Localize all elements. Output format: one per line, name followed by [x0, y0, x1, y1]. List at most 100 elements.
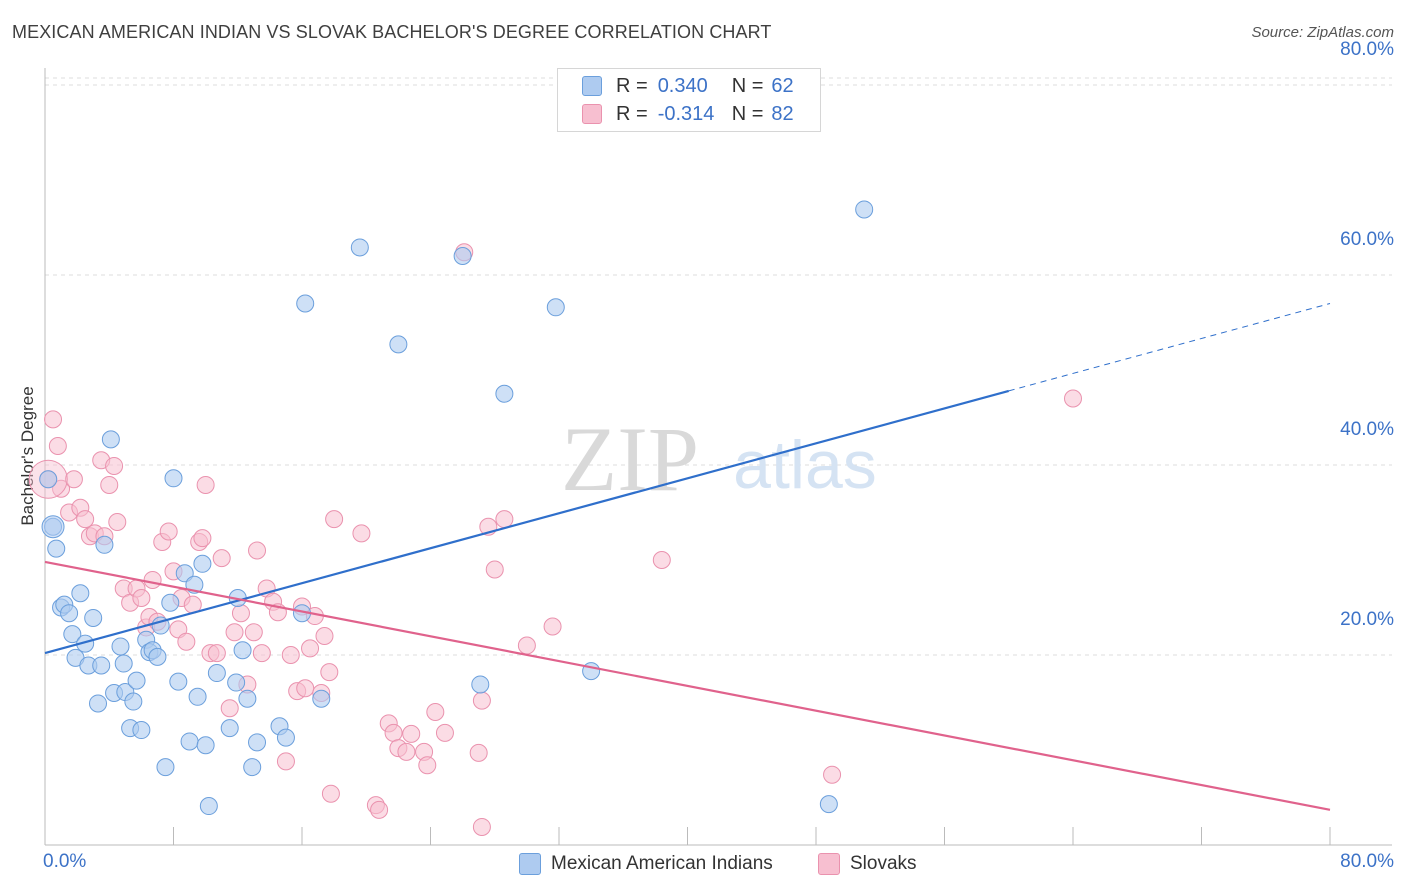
mexican-american-indians-point: [127, 671, 146, 690]
watermark-atlas: atlas: [733, 427, 877, 503]
slovaks-point: [652, 551, 671, 569]
mexican-american-indians-point: [193, 554, 212, 573]
legend-item-mexican-american-indians[interactable]: Mexican American Indians: [519, 851, 773, 877]
legend-label-slovaks: Slovaks: [850, 853, 917, 874]
slovaks-point: [252, 644, 271, 663]
legend-item-slovaks[interactable]: Slovaks: [818, 851, 917, 877]
correlation-legend: R = 0.340 N = 62 R = -0.314 N = 82: [557, 68, 821, 132]
grid-lines: [45, 77, 1392, 656]
slovaks-point: [105, 456, 124, 475]
slovaks-point: [402, 724, 421, 743]
mexican-american-indians-point-large: [41, 515, 65, 539]
mexican-american-indians-point: [161, 593, 180, 612]
mexican-american-indians-point: [164, 469, 183, 488]
slovaks-point: [320, 663, 339, 682]
mexican-american-indians-point: [180, 732, 199, 751]
y-tick-label: 60.0%: [1340, 229, 1394, 250]
mexican-american-indians-point: [60, 604, 79, 623]
slovaks-point: [159, 522, 178, 541]
mexican-american-indians-point: [199, 797, 218, 816]
mexican-american-indians-point: [248, 733, 267, 752]
slovaks-point: [76, 510, 95, 529]
legend-label-mexican-american-indians: Mexican American Indians: [551, 853, 773, 874]
mexican-american-indians-points: [39, 200, 874, 816]
blue-legend-swatch: [519, 853, 541, 875]
slovaks-point: [64, 470, 83, 489]
slovaks-point: [384, 723, 403, 742]
mexican-american-indians-point: [132, 721, 151, 740]
slovaks-point: [426, 703, 445, 721]
mexican-american-indians-point: [243, 758, 262, 777]
mexican-american-indians-point: [220, 719, 239, 738]
slovaks-point: [48, 437, 67, 455]
slovaks-point: [517, 636, 536, 655]
slovaks-point: [244, 623, 263, 642]
pink-n-label: N =: [731, 102, 764, 125]
mexican-american-indians-point: [148, 647, 167, 666]
blue-trend-line: [44, 389, 1010, 655]
legend-row-pink: R = -0.314 N = 82: [582, 101, 794, 127]
y-tick-label: 20.0%: [1340, 609, 1394, 630]
mexican-american-indians-point: [71, 584, 90, 603]
slovaks-point: [495, 510, 514, 529]
pink-r-value: -0.314: [657, 102, 715, 125]
chart-title: MEXICAN AMERICAN INDIAN VS SLOVAK BACHEL…: [12, 22, 772, 42]
slovaks-points: [28, 243, 1082, 836]
slovaks-point: [132, 589, 151, 607]
slovaks-point: [543, 617, 562, 636]
mexican-american-indians-point: [114, 654, 133, 673]
mexican-american-indians-point: [471, 675, 490, 694]
mexican-american-indians-point: [296, 294, 315, 313]
slovaks-point: [248, 541, 267, 560]
mexican-american-indians-point: [389, 335, 408, 354]
pink-swatch: [582, 104, 602, 124]
mexican-american-indians-point: [453, 247, 472, 265]
pink-r-label: R =: [616, 102, 648, 125]
slovaks-point: [220, 699, 239, 718]
mexican-american-indians-point: [495, 384, 514, 403]
blue-r-value: 0.340: [657, 74, 708, 97]
slovaks-point: [108, 513, 127, 531]
mexican-american-indians-point: [207, 664, 226, 683]
slovaks-point: [370, 800, 389, 819]
mexican-american-indians-point: [188, 687, 207, 706]
pink-trend-line: [44, 560, 1331, 811]
legend-row-blue: R = 0.340 N = 62: [582, 73, 794, 99]
slovaks-point: [352, 524, 371, 543]
blue-trend-line-extension: [1008, 303, 1331, 392]
mexican-american-indians-point: [312, 689, 331, 708]
mexican-american-indians-point: [124, 692, 143, 711]
slovaks-point: [418, 756, 437, 775]
slovaks-point: [435, 723, 454, 742]
slovaks-point: [469, 743, 488, 762]
blue-n-value: 62: [771, 74, 794, 97]
trend-lines: [44, 303, 1331, 811]
y-tick-label: 80.0%: [1340, 39, 1394, 60]
slovaks-point: [212, 549, 231, 568]
slovaks-point: [325, 510, 344, 529]
mexican-american-indians-point: [156, 758, 175, 777]
blue-r-label: R =: [616, 74, 648, 97]
blue-swatch: [582, 76, 602, 96]
slovaks-point: [1064, 389, 1082, 408]
mexican-american-indians-point: [95, 535, 114, 554]
pink-n-value: 82: [771, 102, 794, 125]
slovaks-point: [276, 752, 295, 771]
mexican-american-indians-point: [855, 200, 874, 219]
slovaks-point: [143, 570, 162, 589]
slovaks-point: [100, 475, 119, 494]
slovaks-point: [207, 644, 226, 663]
y-tick-label: 40.0%: [1340, 419, 1394, 440]
mexican-american-indians-point: [238, 689, 257, 708]
mexican-american-indians-point: [169, 672, 188, 691]
source-label: Source: ZipAtlas.com: [1251, 24, 1394, 41]
mexican-american-indians-point: [546, 298, 565, 317]
slovaks-point: [823, 765, 842, 784]
mexican-american-indians-point: [92, 656, 111, 675]
mexican-american-indians-point: [47, 539, 66, 558]
mexican-american-indians-point: [84, 608, 103, 627]
slovaks-point: [231, 604, 250, 623]
slovaks-point: [296, 679, 315, 698]
mexican-american-indians-point: [227, 673, 246, 692]
